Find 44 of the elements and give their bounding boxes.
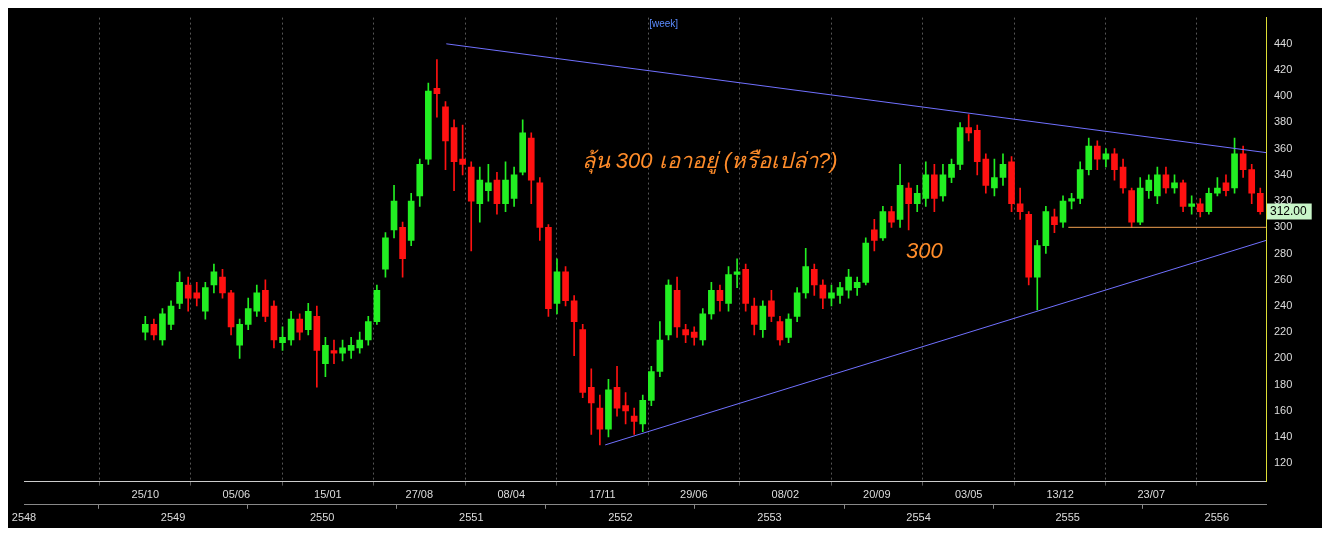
y-tick-label: 400 xyxy=(1274,89,1293,102)
y-tick-label: 440 xyxy=(1274,36,1293,49)
x2-tick-label: 2555 xyxy=(1055,511,1080,524)
x2-tick-label: 2551 xyxy=(459,511,484,524)
y-tick-label: 240 xyxy=(1274,298,1293,311)
y-tick-label: 160 xyxy=(1274,403,1293,416)
x-tick-label: 13/12 xyxy=(1046,488,1074,501)
x-tick-label: 20/09 xyxy=(863,488,891,501)
y-tick-label: 280 xyxy=(1274,246,1293,259)
annotation: ลุ้น 300 เอาอยู่ (หรือเปล่า?) xyxy=(581,147,838,174)
x2-tick-label: 2554 xyxy=(906,511,931,524)
x2-tick-label: 2553 xyxy=(757,511,782,524)
x-tick-label: 23/07 xyxy=(1137,488,1165,501)
y-tick-label: 380 xyxy=(1274,115,1293,128)
candlestick xyxy=(587,368,595,435)
x2-tick-label: 2548 xyxy=(11,511,37,524)
candlestick xyxy=(630,407,638,435)
candlestick xyxy=(965,114,972,142)
x-tick-label: 17/11 xyxy=(588,488,616,501)
y-tick-label: 260 xyxy=(1274,272,1293,285)
annotation: 300 xyxy=(906,238,944,264)
y-tick-label: 200 xyxy=(1274,351,1293,364)
x2-tick-label: 2549 xyxy=(160,511,186,524)
x-tick-label: 08/04 xyxy=(497,488,526,501)
y-tick-label: 140 xyxy=(1274,430,1293,443)
x-tick-label: 05/06 xyxy=(222,488,251,501)
x2-tick-label: 2550 xyxy=(309,511,335,524)
x2-tick-label: 2556 xyxy=(1204,511,1230,524)
y-tick-label: 220 xyxy=(1274,325,1293,338)
y-tick-label: 340 xyxy=(1274,167,1293,180)
y-tick-label: 360 xyxy=(1274,141,1293,154)
x-tick-label: 25/10 xyxy=(131,488,160,501)
y-tick-label: 420 xyxy=(1274,63,1293,76)
candlestick xyxy=(433,59,441,118)
y-tick-label: 300 xyxy=(1274,220,1293,233)
x2-tick-label: 2552 xyxy=(608,511,633,524)
x-tick-label: 08/02 xyxy=(771,488,800,501)
y-tick-label: 180 xyxy=(1274,377,1293,390)
x-tick-label: 27/08 xyxy=(405,488,434,501)
x-tick-label: 03/05 xyxy=(954,488,983,501)
x-tick-label: 15/01 xyxy=(314,488,342,501)
chart-title: [week] xyxy=(649,18,679,30)
x-tick-label: 29/06 xyxy=(680,488,708,501)
y-tick-label: 120 xyxy=(1274,456,1293,469)
